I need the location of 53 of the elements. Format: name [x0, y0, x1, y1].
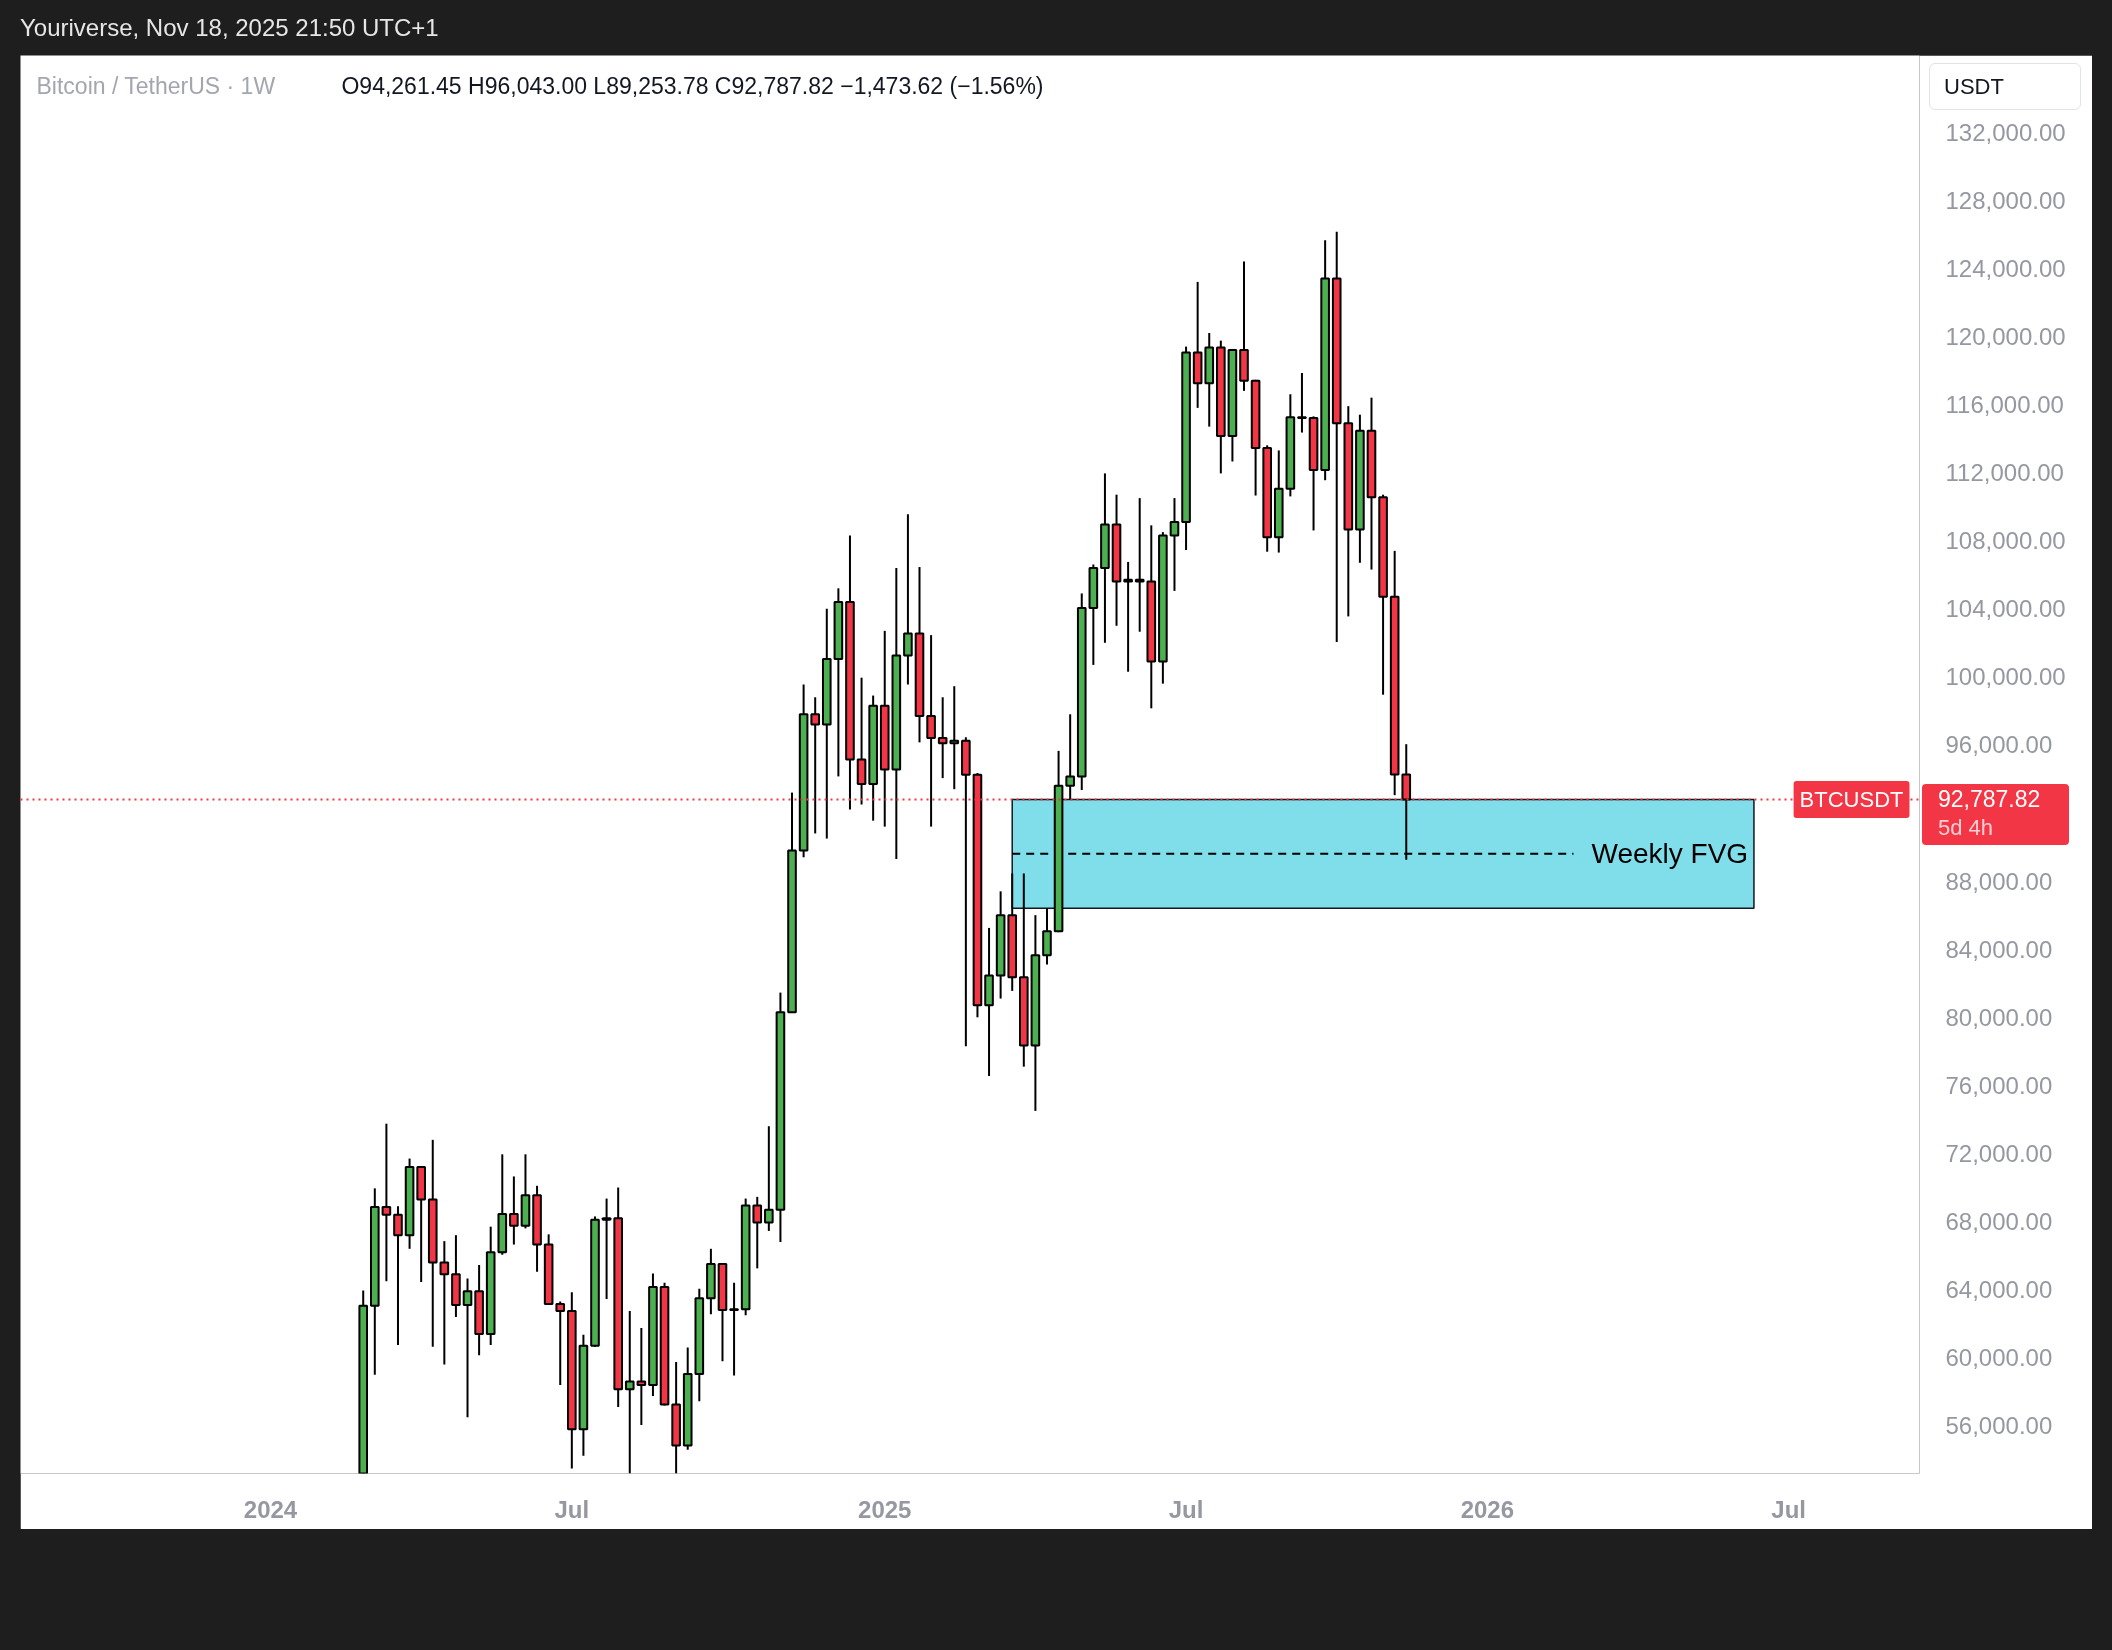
y-tick-label: 96,000.00 — [1945, 731, 2053, 759]
candlestick — [555, 1300, 566, 1386]
candlestick — [1169, 497, 1180, 592]
y-tick-label: 64,000.00 — [1945, 1276, 2053, 1304]
y-tick-label: 100,000.00 — [1945, 663, 2066, 691]
y-tick-label: 80,000.00 — [1945, 1003, 2053, 1031]
y-tick-label: 68,000.00 — [1945, 1208, 2053, 1236]
candlestick — [1123, 560, 1133, 673]
x-tick-label: Jul — [554, 1495, 590, 1523]
ref-line-label: BTCUSDT — [1799, 787, 1904, 813]
candlestick — [439, 1240, 450, 1366]
y-tick-label: 56,000.00 — [1945, 1412, 2053, 1440]
candlestick — [509, 1175, 519, 1246]
text: 92,787.82 — [1937, 785, 2042, 815]
y-tick-label: 128,000.00 — [1945, 186, 2066, 214]
y-tick-label: 120,000.00 — [1945, 322, 2066, 350]
candlestick — [949, 685, 960, 791]
candlestick — [1065, 713, 1075, 801]
x-tick-label: 2025 — [858, 1495, 912, 1523]
y-tick-label: 116,000.00 — [1945, 390, 2064, 418]
y-tick-label: 112,000.00 — [1945, 459, 2064, 487]
candlestick — [381, 1122, 392, 1283]
candlestick — [393, 1205, 403, 1346]
y-tick-label: 104,000.00 — [1945, 595, 2066, 623]
text: Youriverse, Nov 18, 2025 21:50 UTC+1 — [20, 13, 439, 43]
candlestick — [903, 513, 913, 686]
candlestick — [937, 696, 948, 780]
y-tick-label: 88,000.00 — [1945, 867, 2053, 895]
series-label: Weekly FVG — [1591, 838, 1749, 870]
y-tick-label: 76,000.00 — [1945, 1071, 2053, 1099]
y-tick-label: 132,000.00 — [1945, 118, 2066, 146]
y-tick-label: 108,000.00 — [1945, 527, 2066, 555]
x-tick-label: 2024 — [243, 1495, 298, 1523]
text: Bitcoin / TetherUS · 1W — [36, 72, 276, 99]
y-tick-label: 124,000.00 — [1945, 254, 2066, 282]
x-tick-label: Jul — [1168, 1495, 1204, 1523]
candlestick — [1297, 371, 1307, 434]
candlestick — [636, 1326, 647, 1426]
y-tick-label: 72,000.00 — [1945, 1139, 2053, 1167]
candlestick — [462, 1277, 473, 1419]
text: USDT — [1930, 64, 2080, 109]
candlestick — [729, 1281, 739, 1377]
candlestick — [601, 1197, 612, 1301]
text: O94,261.45 H96,043.00 L89,253.78 C92,787.82 −1,473.62 (−1.56%) — [341, 72, 1044, 99]
y-tick-label: 84,000.00 — [1945, 935, 2053, 963]
candlestick — [624, 1309, 635, 1474]
candlestick — [752, 1195, 763, 1270]
y-tick-label: 60,000.00 — [1945, 1344, 2053, 1372]
candlestick — [1042, 907, 1052, 966]
x-tick-label: 2026 — [1460, 1495, 1515, 1523]
candlestick — [764, 1125, 774, 1232]
text: 5d 4h — [1937, 814, 1995, 843]
x-tick-label: Jul — [1771, 1495, 1807, 1523]
